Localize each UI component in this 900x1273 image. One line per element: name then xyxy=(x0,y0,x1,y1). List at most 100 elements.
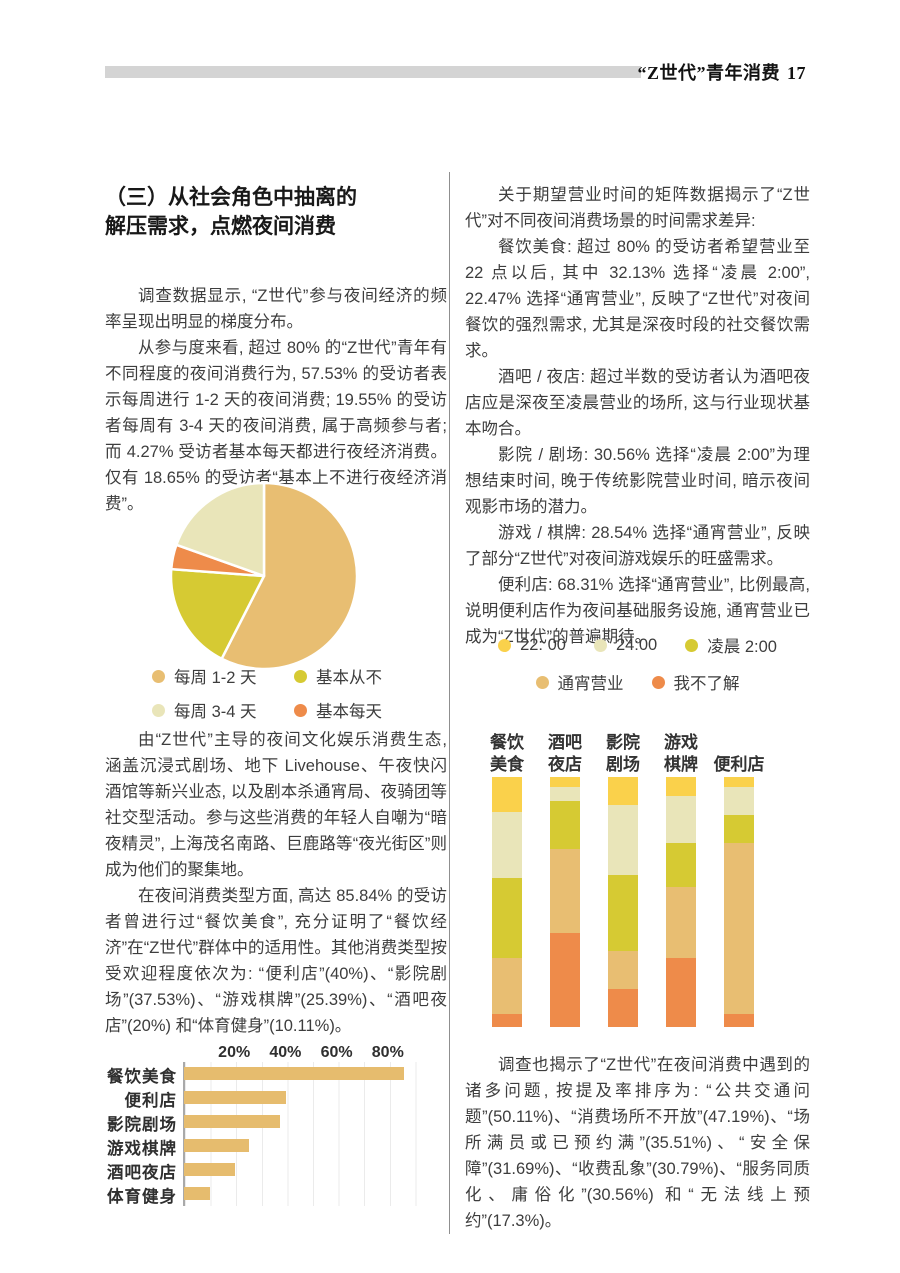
hbar-bar xyxy=(184,1115,281,1128)
stacked-bar-segment xyxy=(724,787,754,816)
stack-category-label-line: 棋牌 xyxy=(664,755,698,774)
legend-row: 通宵营业 我不了解 xyxy=(465,670,810,694)
stack-category-label: 影院 剧场 xyxy=(585,732,661,776)
legend-label: 24:00 xyxy=(615,635,658,654)
legend-item: 我不了解 xyxy=(651,670,740,694)
stacked-bar-segment xyxy=(608,805,638,875)
paragraph: 餐饮美食: 超过 80% 的受访者希望营业至 22 点以后, 其中 32.13%… xyxy=(465,238,810,360)
legend-label: 基本从不 xyxy=(316,669,382,687)
paragraph: 酒吧 / 夜店: 超过半数的受访者认为酒吧夜店应是深夜至凌晨营业的场所, 这与行… xyxy=(465,368,810,438)
hbar-row: 影院剧场 xyxy=(105,1110,447,1134)
stacked-bar-segment xyxy=(724,777,754,787)
stacked-bar xyxy=(608,777,638,1027)
legend-item: 通宵营业 xyxy=(535,670,624,694)
legend-dot-icon xyxy=(294,669,307,683)
pie-slice xyxy=(175,481,266,578)
legend-dot-icon xyxy=(651,675,665,689)
stack-category-label-line: 剧场 xyxy=(606,755,640,774)
stack-category-label-line: 美食 xyxy=(490,755,524,774)
stack-category-label-line: 影院 xyxy=(606,733,640,752)
paragraph: 在夜间消费类型方面, 高达 85.84% 的受访者曾进行过“餐饮美食”, 充分证… xyxy=(105,887,447,1035)
stack-category-label-line: 便利店 xyxy=(713,755,765,774)
stacked-bar-segment xyxy=(492,958,522,1015)
stack-category-label-line: 夜店 xyxy=(548,755,582,774)
legend-dot-icon xyxy=(535,675,549,689)
legend-label: 通宵营业 xyxy=(557,675,624,693)
header-title: “Z世代”青年消费 xyxy=(637,63,780,83)
hbar-bar xyxy=(184,1091,287,1104)
paragraph: 影院 / 剧场: 30.56% 选择“凌晨 2:00”为理想结束时间, 晚于传统… xyxy=(465,446,810,516)
stacked-bar-segment xyxy=(666,777,696,797)
hbar-row: 酒吧夜店 xyxy=(105,1158,447,1182)
stacked-bar-segment xyxy=(608,874,638,951)
legend-label: 每周 1-2 天 xyxy=(174,669,257,687)
stacked-bar-segment xyxy=(666,957,696,1027)
hbar-category-label: 便利店 xyxy=(124,1092,177,1110)
section-title: （三）从社会角色中抽离的 解压需求，点燃夜间消费 xyxy=(105,183,453,241)
stack-category-label: 餐饮 美食 xyxy=(469,732,545,776)
stacked-bar xyxy=(724,777,754,1027)
legend-item: 24:00 xyxy=(593,633,658,657)
pie-chart-legend: 每周 1-2 天 基本从不每周 3-4 天 基本每天 xyxy=(152,664,452,722)
legend-item: 基本从不 xyxy=(294,664,436,688)
stacked-bar-segment xyxy=(550,777,580,787)
hbar-row: 体育健身 xyxy=(105,1182,447,1206)
stack-category-label: 便利店 xyxy=(701,754,777,776)
stacked-bar-segment xyxy=(550,932,580,1027)
stacked-bar-segment xyxy=(492,811,522,878)
header-rule-bar xyxy=(105,66,641,78)
stack-category-label-line: 游戏 xyxy=(664,733,698,752)
legend-dot-icon xyxy=(685,638,699,652)
legend-item: 22: 00 xyxy=(498,633,566,657)
stacked-bar-segment xyxy=(666,842,696,887)
stacked-chart-legend: 22: 00 24:00 凌晨 2:00 通宵营业 我不了解 xyxy=(465,633,810,707)
legend-dot-icon xyxy=(294,703,307,717)
hbar-row: 游戏棋牌 xyxy=(105,1134,447,1158)
hbar-bar xyxy=(184,1163,236,1176)
legend-item: 每周 1-2 天 xyxy=(152,664,294,688)
stacked-bar xyxy=(666,777,696,1027)
section-title-line1: （三）从社会角色中抽离的 xyxy=(105,185,357,209)
stacked-bar-segment xyxy=(724,815,754,844)
stack-category-label: 酒吧 夜店 xyxy=(527,732,603,776)
stacked-bar-segment xyxy=(724,843,754,1015)
stacked-bar-segment xyxy=(724,1014,754,1027)
hbar-row: 便利店 xyxy=(105,1086,447,1110)
legend-dot-icon xyxy=(593,638,607,652)
stacked-bar-segment xyxy=(608,950,638,990)
hbar-category-label: 餐饮美食 xyxy=(107,1068,177,1086)
legend-item: 每周 3-4 天 xyxy=(152,698,294,722)
stacked-bar-segment xyxy=(492,777,522,812)
stacked-bar-segment xyxy=(666,796,696,843)
stacked-bar-segment xyxy=(550,787,580,801)
hbar-bar xyxy=(184,1139,249,1152)
pie-slice xyxy=(220,481,359,671)
stacked-bar-segment xyxy=(666,886,696,958)
paragraph: 关于期望营业时间的矩阵数据揭示了“Z世代”对不同夜间消费场景的时间需求差异: xyxy=(465,186,810,230)
axis-tick-label: 20% xyxy=(218,1044,251,1061)
legend-dot-icon xyxy=(152,703,165,717)
axis-tick-label: 80% xyxy=(371,1044,404,1061)
left-text-block-bottom: 由“Z世代”主导的夜间文化娱乐消费生态, 涵盖沉浸式剧场、地下 Livehous… xyxy=(105,727,447,1039)
paragraph: 调查也揭示了“Z世代”在夜间消费中遇到的诸多问题, 按提及率排序为: “公共交通… xyxy=(465,1056,810,1230)
pie-chart-participation-frequency xyxy=(169,481,359,671)
paragraph: 调查数据显示, “Z世代”参与夜间经济的频率呈现出明显的梯度分布。 xyxy=(105,287,447,331)
left-text-block-top: 调查数据显示, “Z世代”参与夜间经济的频率呈现出明显的梯度分布。 从参与度来看… xyxy=(105,283,447,517)
stacked-bar-segment xyxy=(492,878,522,959)
hbar-category-label: 游戏棋牌 xyxy=(107,1140,177,1158)
paragraph: 由“Z世代”主导的夜间文化娱乐消费生态, 涵盖沉浸式剧场、地下 Livehous… xyxy=(105,731,447,879)
stacked-bar-chart-business-hours: 餐饮 美食 酒吧 夜店 影院 剧场 游戏 棋牌 便利店 xyxy=(465,730,810,1032)
hbar-category-label: 影院剧场 xyxy=(107,1116,177,1134)
hbar-bar xyxy=(184,1187,210,1200)
page-header: “Z世代”青年消费 17 xyxy=(637,59,806,85)
legend-label: 每周 3-4 天 xyxy=(174,703,257,721)
paragraph: 游戏 / 棋牌: 28.54% 选择“通宵营业”, 反映了部分“Z世代”对夜间游… xyxy=(465,524,810,568)
legend-label: 基本每天 xyxy=(316,703,382,721)
hbar-category-label: 酒吧夜店 xyxy=(107,1164,177,1182)
hbar-gridlines xyxy=(183,1062,441,1206)
stack-category-label-line: 酒吧 xyxy=(548,733,582,752)
column-divider xyxy=(449,172,450,1234)
right-text-block-top: 关于期望营业时间的矩阵数据揭示了“Z世代”对不同夜间消费场景的时间需求差异: 餐… xyxy=(465,182,810,650)
stacked-bar-segment xyxy=(492,1014,522,1027)
